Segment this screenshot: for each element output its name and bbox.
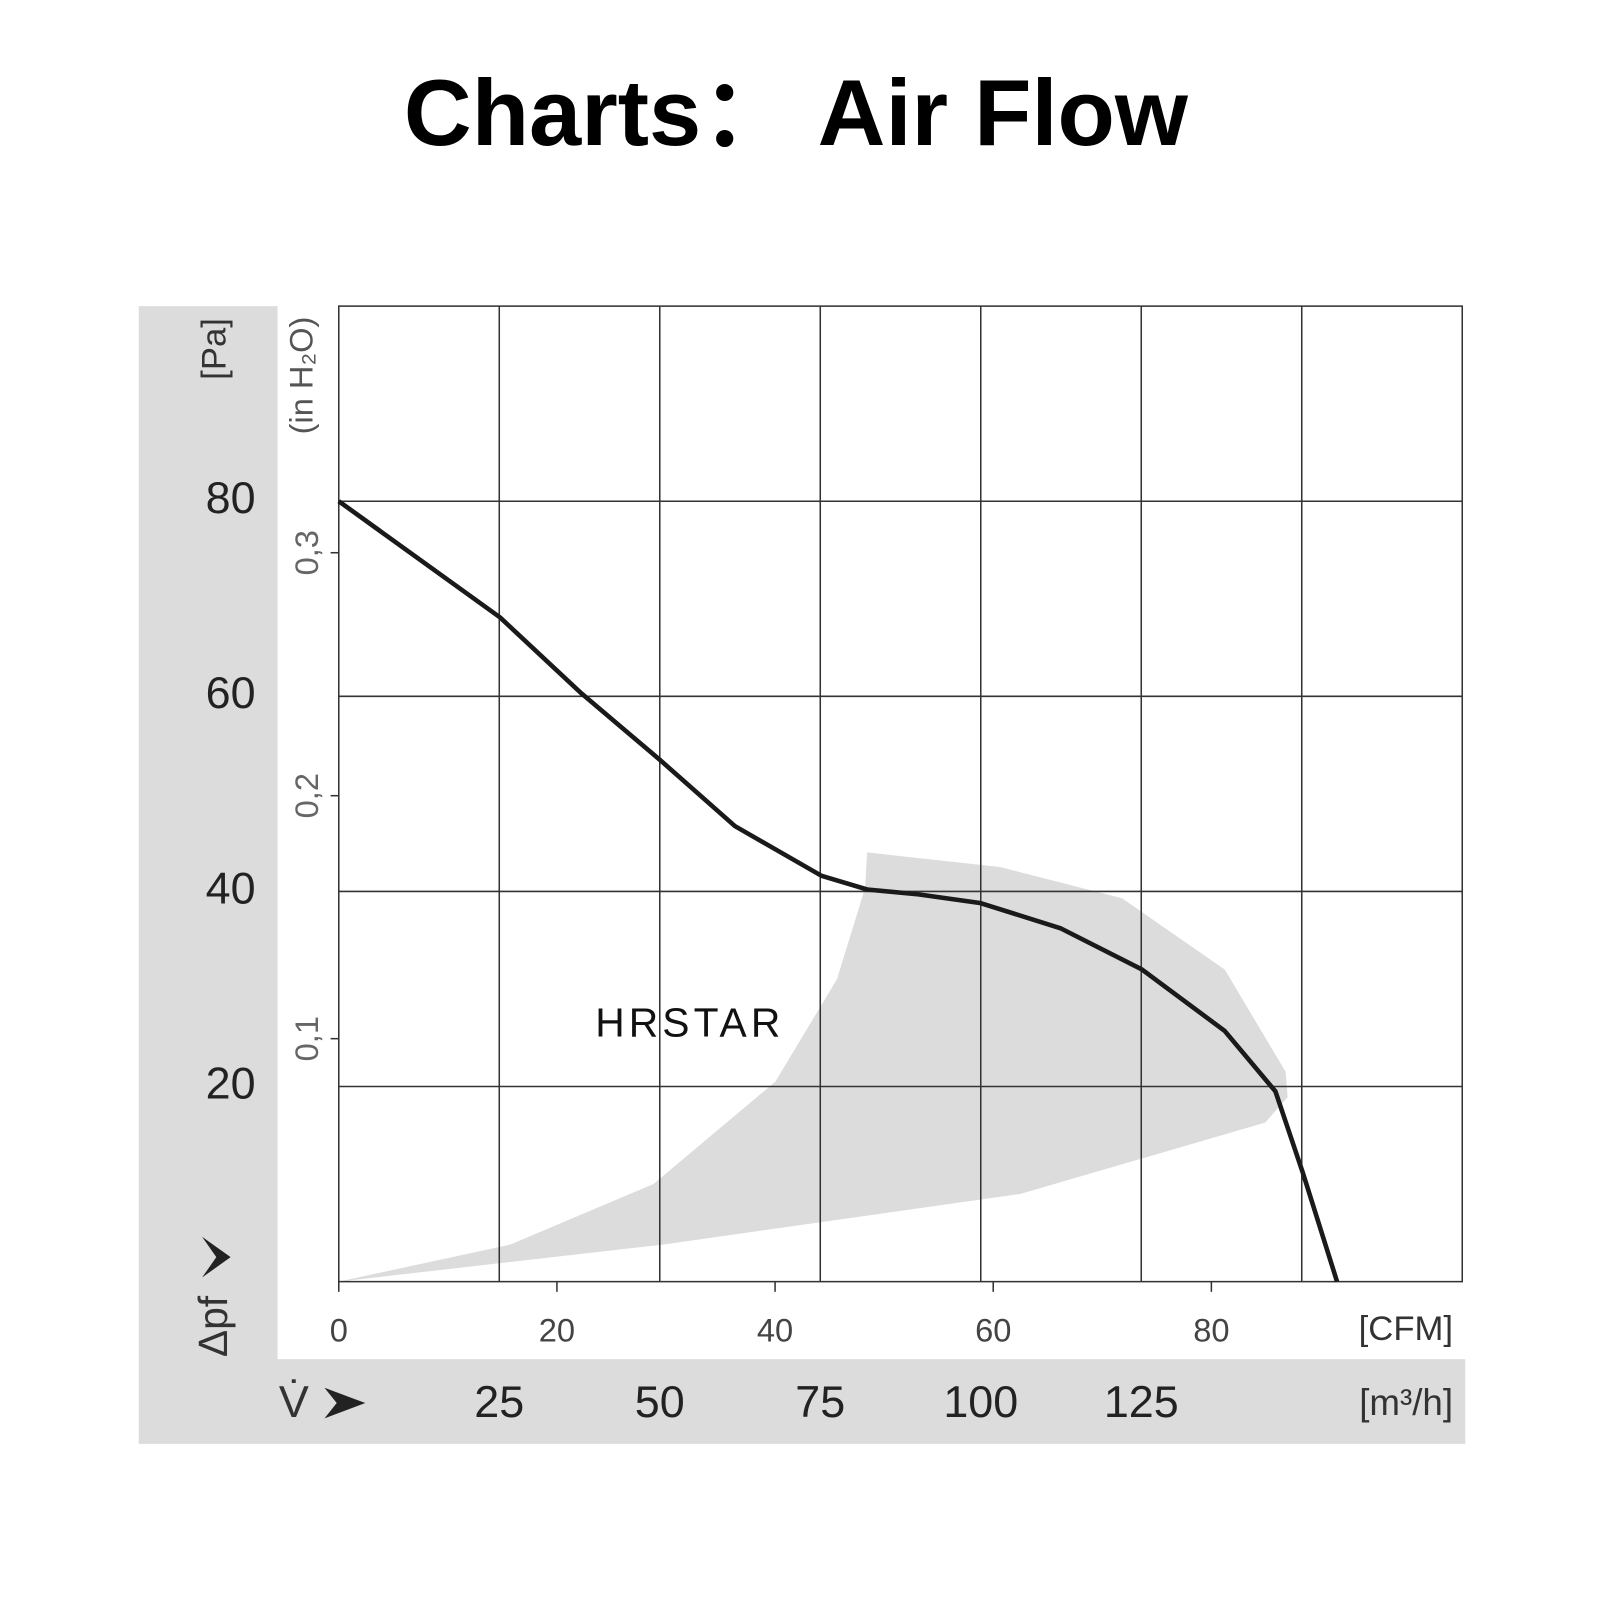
x-axis-band bbox=[277, 1359, 1466, 1444]
x2-tick-label: 0 bbox=[330, 1311, 348, 1348]
fan-curve bbox=[337, 499, 1340, 1283]
y2-axis-label: (in H₂O) bbox=[283, 317, 320, 435]
x-tick-label: 50 bbox=[635, 1376, 685, 1427]
x2-axis-label: [CFM] bbox=[1359, 1310, 1453, 1348]
plot-frame bbox=[338, 305, 1464, 1283]
x-axis-label: [m³/h] bbox=[1359, 1382, 1453, 1423]
y-tick-label: 80 bbox=[206, 472, 256, 523]
y-symbol: Δpf bbox=[190, 1295, 236, 1357]
y2-tick-label: 0,2 bbox=[288, 773, 325, 818]
operating-range bbox=[338, 852, 1288, 1282]
x2-tick-label: 80 bbox=[1193, 1311, 1229, 1348]
watermark: HRSTAR bbox=[595, 999, 784, 1045]
y2-tick-label: 0,1 bbox=[288, 1016, 325, 1061]
y-tick-label: 40 bbox=[206, 862, 256, 913]
x-tick-label: 125 bbox=[1104, 1376, 1179, 1427]
y-tick-label: 20 bbox=[206, 1057, 256, 1108]
x-tick-label: 100 bbox=[943, 1376, 1018, 1427]
y-axis-band bbox=[138, 306, 278, 1444]
x-arrow bbox=[324, 1387, 366, 1419]
chart-title: Charts： Air Flow bbox=[404, 60, 1189, 165]
x-symbol: V̇ bbox=[279, 1376, 309, 1427]
x2-tick-label: 20 bbox=[539, 1311, 575, 1348]
x2-tick-label: 40 bbox=[757, 1311, 793, 1348]
x2-tick-label: 60 bbox=[975, 1311, 1011, 1348]
y2-tick-label: 0,3 bbox=[288, 530, 325, 575]
x-tick-label: 75 bbox=[795, 1376, 845, 1427]
y-tick-label: 60 bbox=[206, 667, 256, 718]
y-axis-label: [Pa] bbox=[195, 318, 233, 380]
x-tick-label: 25 bbox=[474, 1376, 524, 1427]
